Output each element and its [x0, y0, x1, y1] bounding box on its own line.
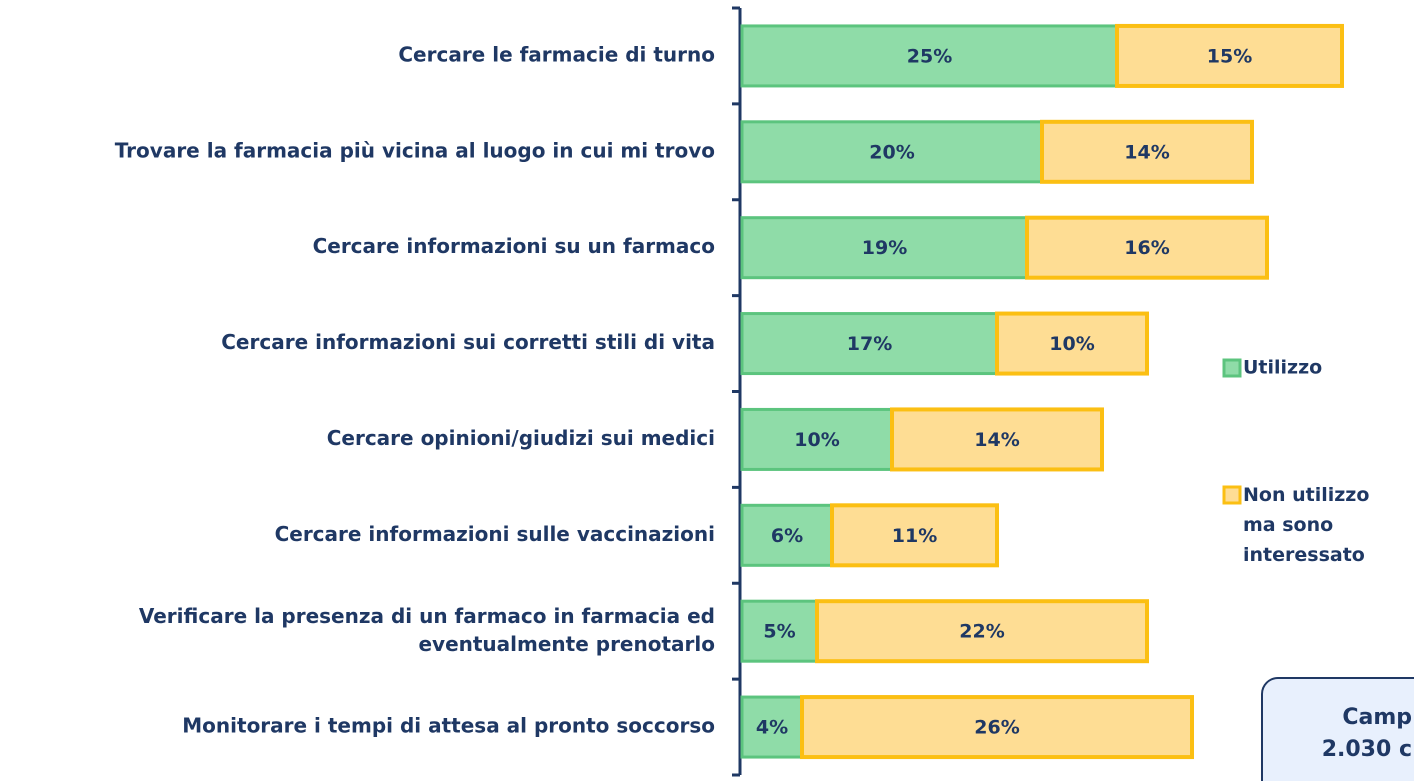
value-label: 26% — [974, 717, 1019, 739]
category-label: Verificare la presenza di un farmaco in … — [139, 604, 715, 656]
value-label: 15% — [1207, 45, 1252, 67]
value-label: 20% — [869, 141, 914, 163]
bar-segment — [740, 216, 1029, 280]
bar-segment — [830, 503, 999, 568]
category-label: Monitorare i tempi di attesa al pronto s… — [182, 714, 715, 738]
value-label: 25% — [907, 45, 952, 67]
sample-box — [1261, 677, 1414, 781]
value-label: 4% — [756, 717, 788, 739]
value-label: 14% — [1124, 141, 1169, 163]
bar-segment — [740, 503, 834, 567]
bar-segment — [815, 599, 1149, 664]
bar-segment — [740, 599, 819, 663]
category-label: Cercare informazioni sui corretti stili … — [221, 330, 715, 354]
value-label: 19% — [862, 237, 907, 259]
value-label: 16% — [1124, 237, 1169, 259]
bar-segment — [890, 407, 1104, 472]
category-label: Cercare opinioni/giudizi sui medici — [327, 426, 715, 450]
value-label: 17% — [847, 333, 892, 355]
bar-segment — [740, 695, 804, 759]
value-label: 10% — [794, 429, 839, 451]
legend-swatch — [1222, 358, 1242, 378]
category-label: Cercare informazioni sulle vaccinazioni — [275, 522, 715, 546]
value-label: 10% — [1049, 333, 1094, 355]
legend-swatch — [1222, 485, 1242, 505]
category-label: Cercare informazioni su un farmaco — [313, 234, 715, 258]
bar-segment — [1025, 215, 1269, 280]
value-label: 6% — [771, 525, 803, 547]
legend-label: Non utilizzo ma sono interessato — [1243, 484, 1369, 566]
value-label: 14% — [974, 429, 1019, 451]
bar-segment — [1040, 119, 1254, 184]
value-label: 22% — [959, 621, 1004, 643]
bar-segment — [995, 311, 1149, 376]
category-label: Trovare la farmacia più vicina al luogo … — [115, 138, 715, 162]
value-label: 5% — [763, 621, 795, 643]
annotation: 2.030 c — [1322, 737, 1412, 762]
bar-segment — [800, 695, 1194, 760]
annotation: Camp — [1342, 705, 1412, 730]
bar-segment — [1115, 23, 1344, 88]
legend-label: Utilizzo — [1243, 357, 1322, 379]
bar-segment — [740, 24, 1119, 88]
category-label: Cercare le farmacie di turno — [398, 42, 715, 66]
value-label: 11% — [892, 525, 937, 547]
bar-segment — [740, 312, 999, 376]
